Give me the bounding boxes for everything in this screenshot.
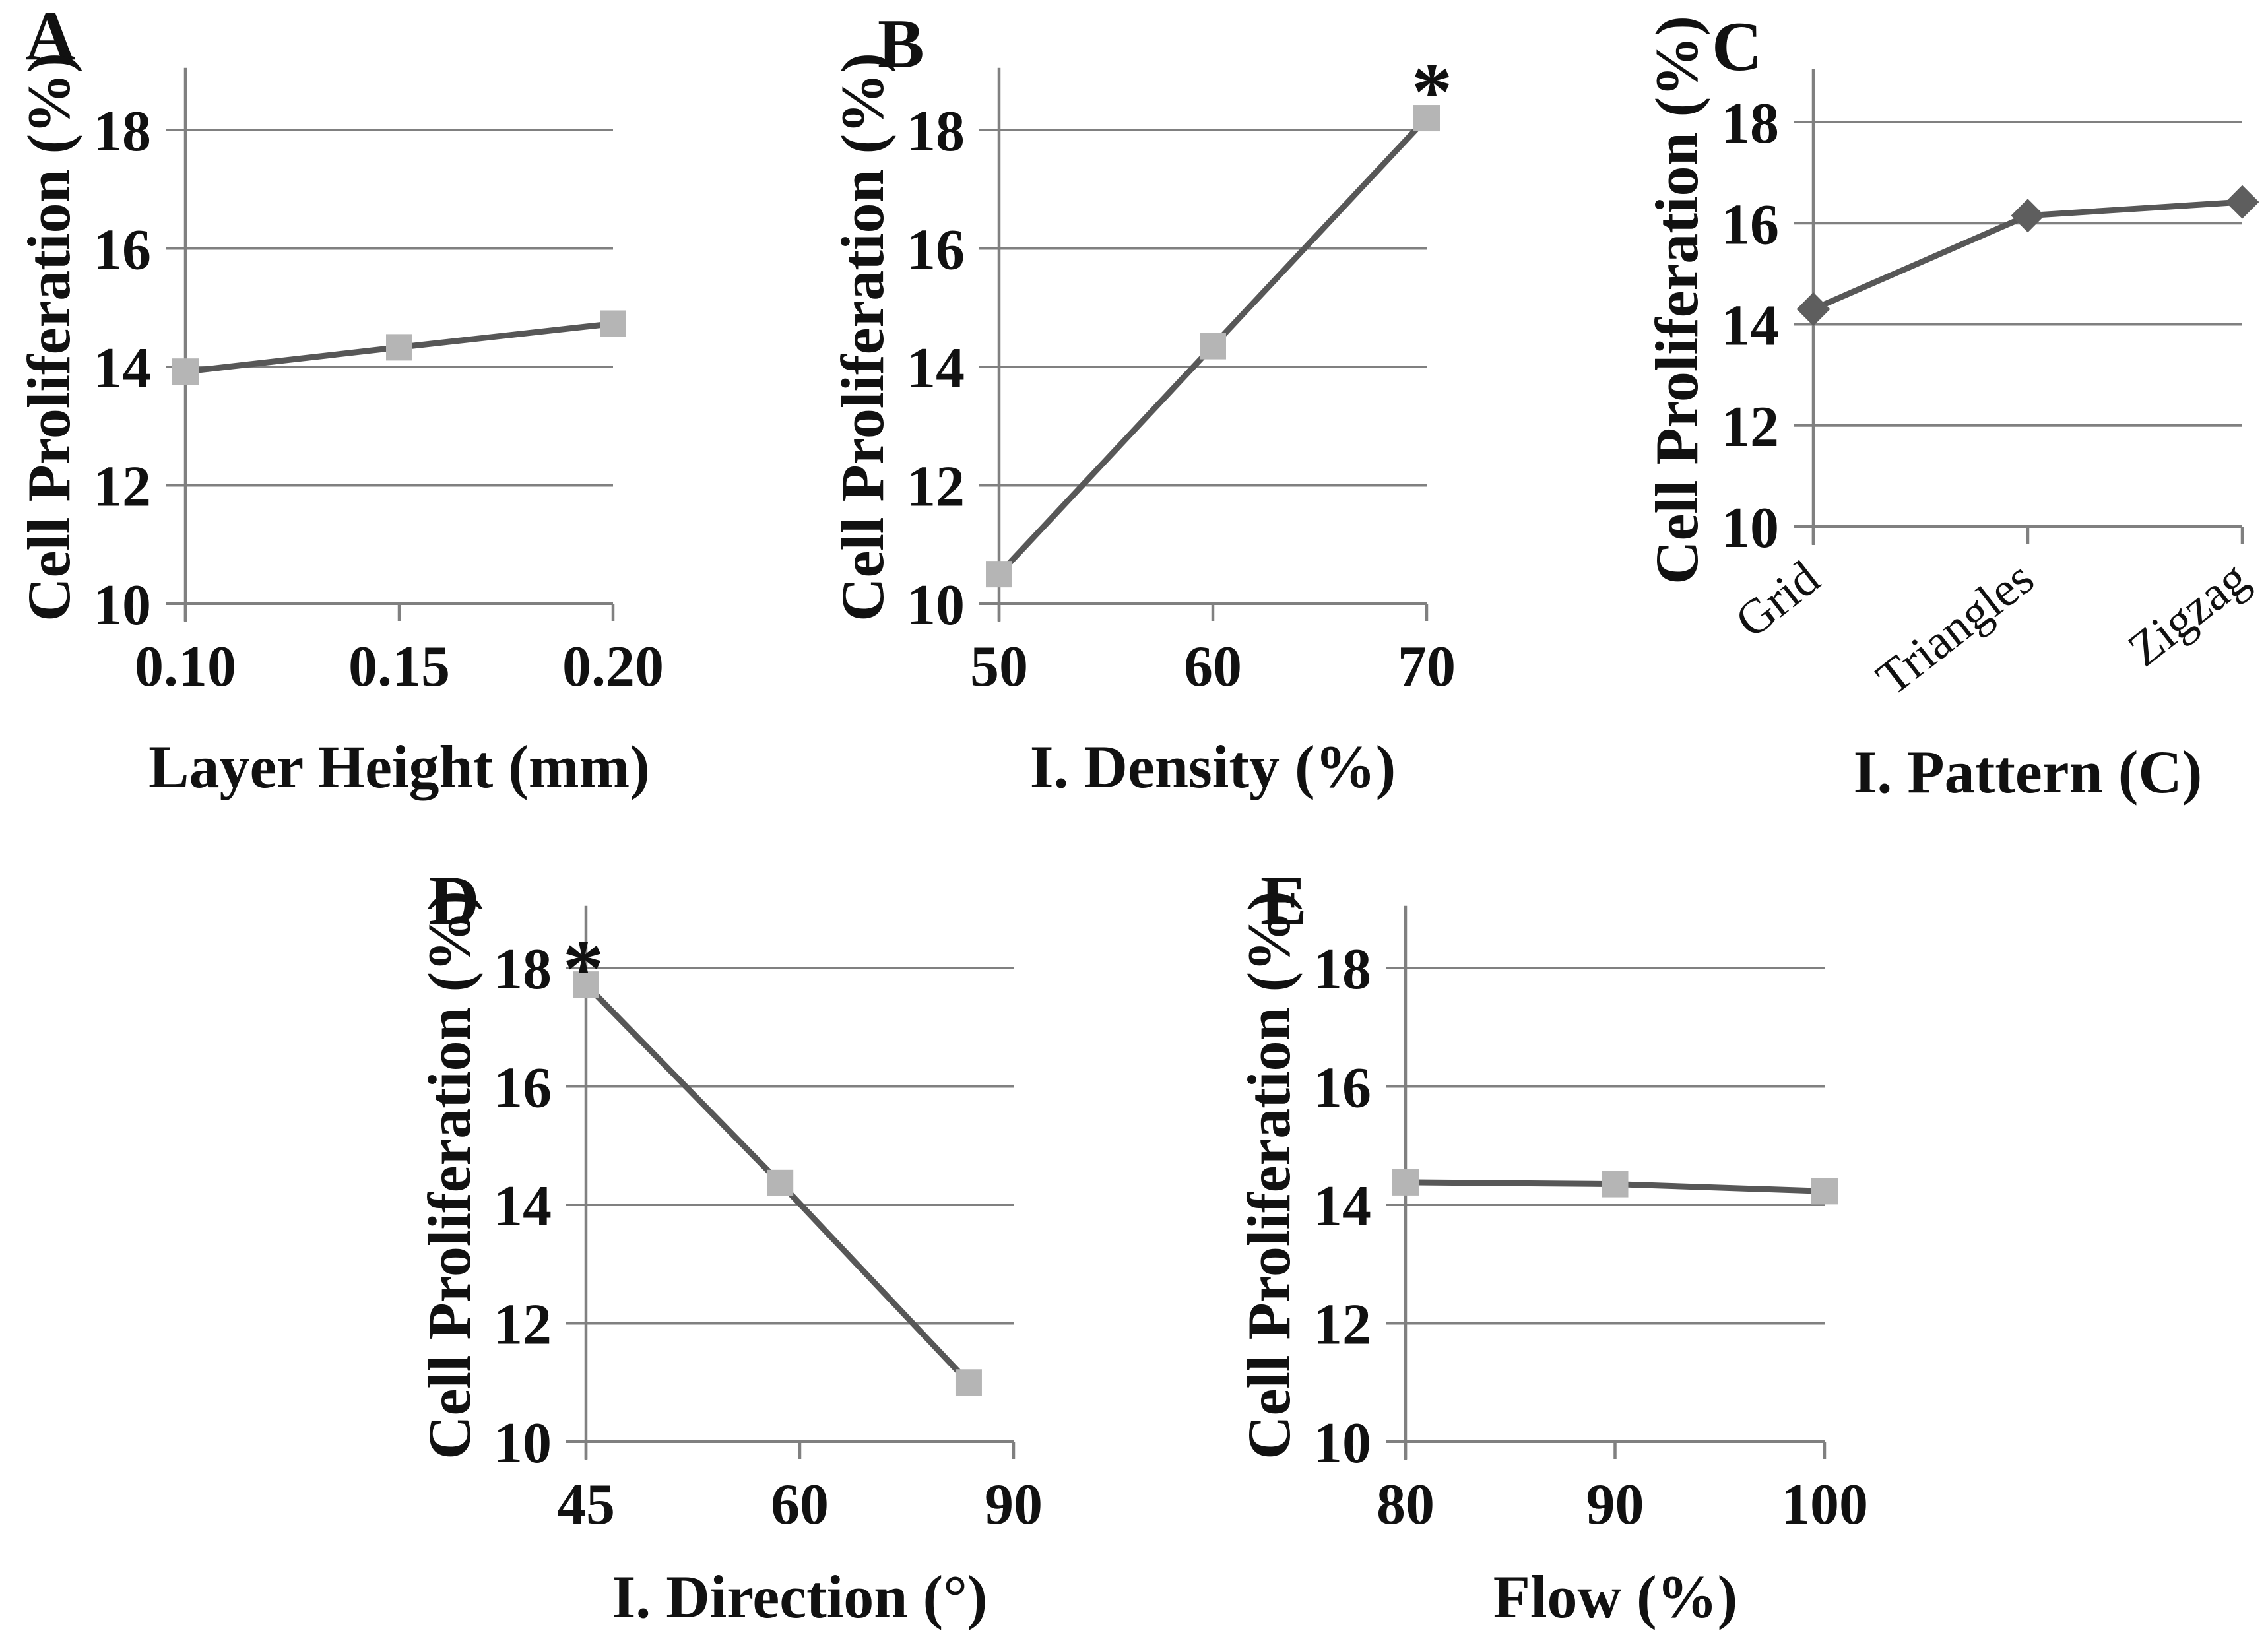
x-tick-label: Grid [1726,551,1829,649]
data-point-marker [955,1369,982,1396]
y-tick-label: 14 [494,1174,552,1238]
panel-letter-d: D [429,862,480,939]
panel-letter-a: A [25,0,76,75]
x-tick-label: 0.15 [348,635,450,699]
x-tick-label: 0.20 [562,635,664,699]
x-tick-label: 90 [1586,1473,1644,1537]
y-tick-label: 16 [1313,1056,1371,1120]
significance-asterisk: * [1411,47,1453,138]
data-point-marker [1392,1169,1419,1196]
x-axis-title-b: I. Density (%) [1029,733,1396,800]
y-tick-label: 16 [1721,193,1779,257]
x-axis-title-e: Flow (%) [1493,1563,1738,1630]
y-tick-label: 14 [907,337,965,401]
data-point-marker [767,1169,794,1196]
x-axis-title-d: I. Direction (°) [612,1563,988,1630]
x-tick-label: 60 [771,1473,829,1537]
panel-letter-e: E [1260,862,1307,939]
y-tick-label: 18 [1313,938,1371,1002]
y-axis-title-a: Cell Proliferation (%) [15,53,82,622]
y-axis-title-b: Cell Proliferation (%) [829,53,896,622]
y-tick-label: 14 [1721,294,1779,358]
chart-panel-a: 10 12 14 16 18 0.10 0.15 0.20 [93,67,664,699]
y-tick-label: 12 [1313,1293,1371,1357]
x-tick-label: 80 [1377,1473,1435,1537]
y-tick-label: 16 [907,218,965,282]
data-point-marker [2225,185,2259,219]
chart-panel-d: 10 12 14 16 18 45 60 90 * [494,905,1043,1537]
x-tick-label: 60 [1184,635,1242,699]
data-point-marker [986,561,1012,588]
y-tick-label: 16 [93,218,151,282]
panel-letter-c: C [1712,8,1763,85]
y-tick-label: 10 [1313,1411,1371,1475]
panel-letter-b: B [878,5,924,82]
data-point-marker [1602,1171,1629,1198]
data-point-marker [1413,105,1440,132]
data-point-marker [386,334,412,361]
y-tick-label: 12 [1721,395,1779,459]
significance-asterisk: * [563,924,604,1015]
x-tick-label: 0.10 [135,635,236,699]
chart-panel-b: 10 12 14 16 18 50 60 70 * [907,47,1456,699]
y-tick-label: 12 [93,455,151,519]
y-tick-label: 12 [907,455,965,519]
x-axis-title-a: Layer Height (mm) [148,733,650,800]
data-point-marker [1200,333,1226,360]
x-tick-label: 70 [1398,635,1456,699]
y-tick-label: 16 [494,1056,552,1120]
y-tick-label: 18 [494,938,552,1002]
data-point-marker [1796,292,1831,326]
x-tick-label: 45 [557,1473,615,1537]
y-tick-label: 10 [1721,496,1779,560]
x-tick-label: Zigzag [2118,551,2258,677]
y-axis-title-d: Cell Proliferation (%) [416,891,483,1460]
chart-panel-e: 10 12 14 16 18 80 90 100 [1313,905,1868,1537]
y-tick-label: 10 [494,1411,552,1475]
y-tick-label: 14 [1313,1174,1371,1238]
y-tick-label: 18 [907,100,965,164]
x-tick-label: 90 [985,1473,1043,1537]
y-tick-label: 10 [907,573,965,637]
x-axis-title-c: I. Pattern (C) [1853,738,2203,806]
y-tick-label: 14 [93,337,151,401]
data-point-marker [172,358,199,385]
x-tick-label: Triangles [1867,551,2044,706]
y-tick-label: 10 [93,573,151,637]
y-tick-label: 18 [93,100,151,164]
data-point-marker [1811,1178,1838,1205]
y-axis-title-e: Cell Proliferation (%) [1235,891,1303,1460]
data-point-marker [2011,199,2045,233]
data-point-marker [600,310,626,337]
chart-panel-c: 10 12 14 16 18 Grid Triangles Zigzag [1721,69,2259,706]
x-tick-label: 50 [970,635,1028,699]
y-tick-label: 18 [1721,92,1779,156]
data-point-marker [573,971,599,998]
y-axis-title-c: Cell Proliferation (%) [1643,16,1710,585]
x-tick-label: 100 [1781,1473,1868,1537]
y-tick-label: 12 [494,1293,552,1357]
